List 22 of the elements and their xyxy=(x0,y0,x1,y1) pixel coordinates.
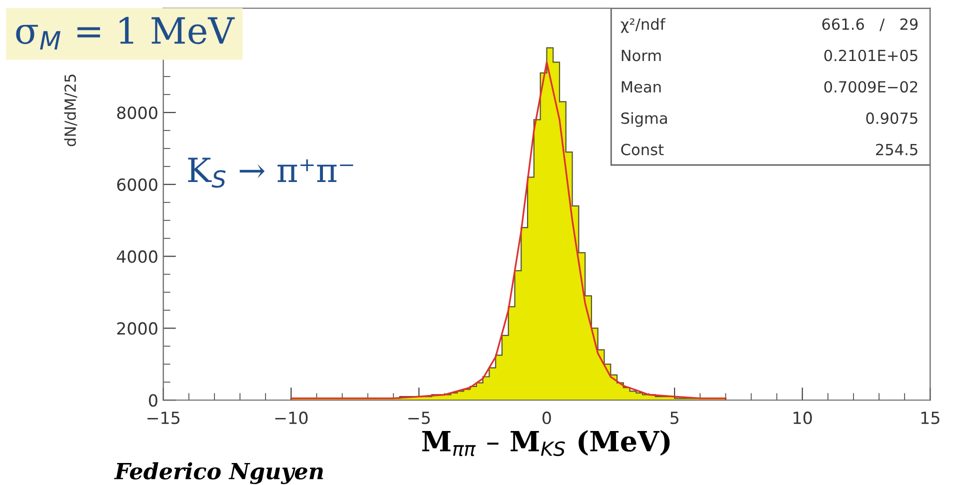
x-tick-label: 0 xyxy=(542,412,551,424)
y-tick-label: 4000 xyxy=(116,250,158,263)
x-tick-label: −10 xyxy=(275,412,308,424)
annotation: K$_{S}$ → π⁺π⁻ xyxy=(188,158,354,188)
x-tick-label: 5 xyxy=(670,412,678,424)
x-tick-label: −5 xyxy=(408,412,430,424)
annotation: σ$_{M}$ = 1 MeV xyxy=(16,16,235,50)
x-axis-title: M$_{ππ}$ – M$_{KS}$ (MeV) xyxy=(422,430,670,456)
y-tick-label: 8000 xyxy=(117,106,158,120)
x-tick-label: −15 xyxy=(147,412,180,424)
text: χ²/ndf 661.6 / 29 xyxy=(620,18,918,33)
text: Const 254.5 xyxy=(621,144,918,156)
y-tick-label: 2000 xyxy=(117,322,158,335)
y-axis-title: dN/dM/25 xyxy=(64,74,78,146)
y-tick-label: 6000 xyxy=(117,178,158,191)
x-tick-label: 10 xyxy=(794,412,812,424)
text: Federico Nguyen xyxy=(114,462,324,484)
y-tick-label: 0 xyxy=(148,394,158,407)
x-tick-label: 15 xyxy=(921,412,940,424)
text: Mean 0.7009E−02 xyxy=(622,81,918,93)
text: Sigma 0.9075 xyxy=(621,112,918,127)
text: Norm 0.2101E+05 xyxy=(622,50,918,62)
